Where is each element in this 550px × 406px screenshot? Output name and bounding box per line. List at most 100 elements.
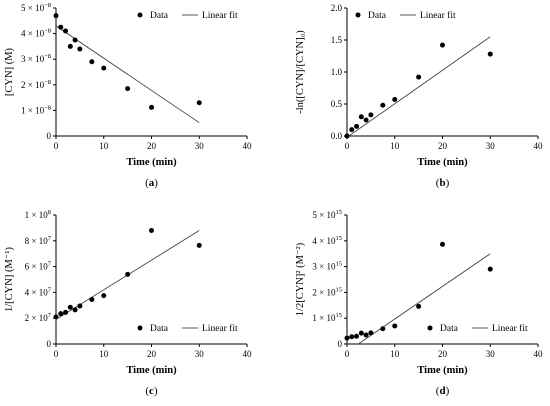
- x-tick-label: 30: [195, 141, 205, 151]
- y-tick-exponent: 7: [48, 286, 52, 293]
- data-point: [58, 24, 64, 30]
- y-tick-exponent: 15: [336, 235, 343, 242]
- x-tick-label: 40: [534, 349, 544, 359]
- y-tick-mantissa: 0: [338, 339, 343, 349]
- data-point: [53, 13, 59, 19]
- data-point: [380, 102, 386, 108]
- legend-data-marker: [355, 12, 361, 18]
- y-tick-exponent: 15: [336, 286, 343, 293]
- data-point: [354, 333, 360, 339]
- y-tick-mantissa: 4 × 10: [312, 236, 336, 246]
- y-tick-exponent: 15: [336, 261, 343, 268]
- data-point: [67, 304, 73, 310]
- y-tick-exponent: −8: [44, 53, 51, 60]
- data-point: [440, 241, 445, 247]
- y-tick-exponent: 15: [336, 312, 343, 319]
- data-point: [416, 303, 422, 309]
- y-tick-label: 0.5: [331, 99, 343, 109]
- y-tick-label: 1.5: [331, 35, 343, 45]
- legend-data-label: Data: [150, 324, 169, 334]
- y-tick-mantissa: 2.0: [331, 3, 343, 13]
- legend-fit-label: Linear fit: [202, 323, 238, 334]
- data-point: [416, 74, 422, 80]
- y-tick-label: 5 × 10−8: [21, 2, 51, 13]
- y-axis-label: 1/[CYN] (M⁻¹): [4, 247, 15, 312]
- y-tick-label: 1 × 10−8: [21, 104, 51, 115]
- y-tick-label: 0: [338, 339, 343, 349]
- panel-b: 0 10 20 30 40 0.0 0.5 1.0 1.5 2.0 Time (min) -ln([C…: [295, 3, 543, 189]
- data-point: [89, 59, 95, 65]
- panel-label: (d): [436, 385, 450, 397]
- data-point: [363, 117, 369, 123]
- x-tick-label: 20: [438, 141, 448, 151]
- x-tick-label: 10: [390, 141, 400, 151]
- y-tick-mantissa: 1 × 10: [25, 210, 49, 220]
- y-tick-exponent: −8: [44, 28, 51, 35]
- y-tick-label: 4 × 10−8: [21, 28, 51, 39]
- data-point: [487, 51, 493, 57]
- x-tick-label: 20: [438, 349, 448, 359]
- data-point: [63, 309, 69, 315]
- y-tick-mantissa: 1.5: [331, 35, 343, 45]
- data-point: [125, 86, 131, 92]
- data-point: [63, 28, 69, 34]
- y-tick-exponent: −8: [44, 104, 51, 111]
- y-tick-mantissa: 1.0: [331, 67, 343, 77]
- data-point: [392, 97, 398, 103]
- y-tick-label: 0.0: [331, 131, 343, 141]
- x-tick-label: 0: [54, 141, 59, 151]
- data-point: [72, 37, 78, 43]
- x-axis-label: Time (min): [126, 365, 177, 376]
- data-point: [354, 123, 360, 129]
- y-tick-mantissa: 2 × 10: [21, 80, 45, 90]
- x-axis-label: Time (min): [417, 365, 468, 376]
- x-tick-label: 10: [99, 349, 109, 359]
- x-axis-label: Time (min): [126, 157, 177, 168]
- y-tick-mantissa: 4 × 10: [25, 287, 49, 297]
- x-tick-label: 30: [486, 141, 496, 151]
- y-tick-label: 5 × 1015: [312, 209, 342, 220]
- y-tick-mantissa: 1 × 10: [21, 105, 45, 115]
- x-tick-label: 0: [345, 349, 350, 359]
- y-tick-label: 3 × 10−8: [21, 53, 51, 64]
- y-axis-label: [CYN] (M): [4, 47, 15, 96]
- x-tick-label: 40: [243, 141, 253, 151]
- y-tick-exponent: −8: [44, 79, 51, 86]
- linear-fit-line: [348, 36, 491, 136]
- x-tick-label: 30: [486, 349, 496, 359]
- panel-label: (a): [145, 177, 158, 189]
- data-point: [349, 127, 355, 133]
- y-tick-label: 1 × 108: [25, 209, 51, 220]
- y-tick-mantissa: 6 × 10: [25, 262, 49, 272]
- y-tick-mantissa: 3 × 10: [21, 54, 45, 64]
- y-tick-mantissa: 5 × 10: [21, 3, 45, 13]
- legend-fit-label: Linear fit: [202, 10, 238, 21]
- panel-label: (b): [436, 177, 450, 189]
- y-tick-label: 2 × 107: [25, 312, 52, 323]
- x-tick-label: 30: [195, 349, 205, 359]
- legend-data-label: Data: [440, 324, 459, 334]
- data-point: [368, 112, 374, 118]
- data-point: [58, 311, 64, 317]
- legend-data-marker: [137, 12, 143, 18]
- legend-fit-label: Linear fit: [420, 10, 456, 21]
- data-point: [440, 42, 445, 48]
- legend-fit-label: Linear fit: [492, 323, 528, 334]
- data-point: [77, 303, 83, 309]
- y-tick-label: 2 × 10−8: [21, 79, 51, 90]
- y-tick-mantissa: 4 × 10: [21, 29, 45, 39]
- x-tick-label: 10: [99, 141, 109, 151]
- y-tick-label: 2 × 1015: [312, 286, 342, 297]
- x-axis-label: Time (min): [417, 157, 468, 168]
- data-point: [392, 323, 398, 329]
- x-tick-label: 40: [534, 141, 544, 151]
- x-tick-label: 0: [345, 141, 350, 151]
- y-tick-label: 4 × 1015: [312, 235, 342, 246]
- data-point: [149, 104, 154, 110]
- data-point: [67, 43, 73, 49]
- y-tick-mantissa: 8 × 10: [25, 236, 49, 246]
